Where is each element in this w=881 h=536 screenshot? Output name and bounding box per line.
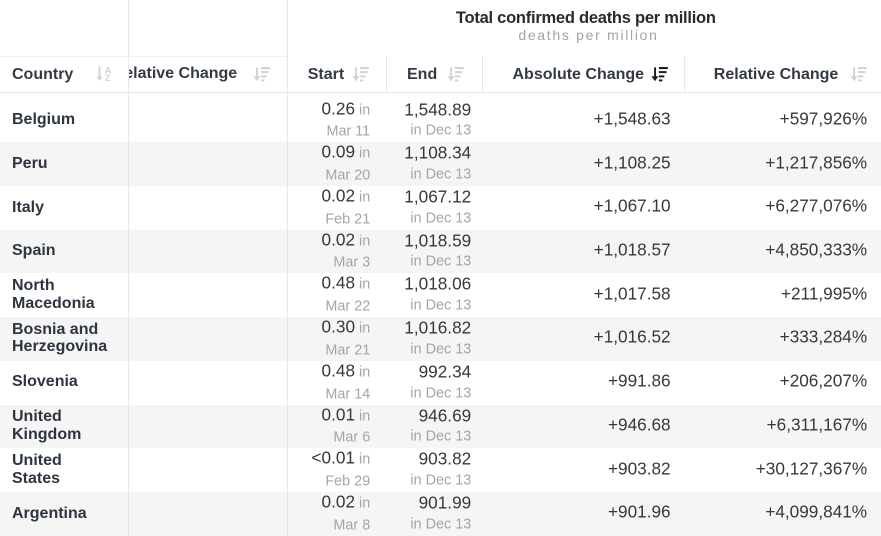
svg-text:A: A [105, 66, 112, 75]
svg-text:Z: Z [105, 72, 111, 82]
